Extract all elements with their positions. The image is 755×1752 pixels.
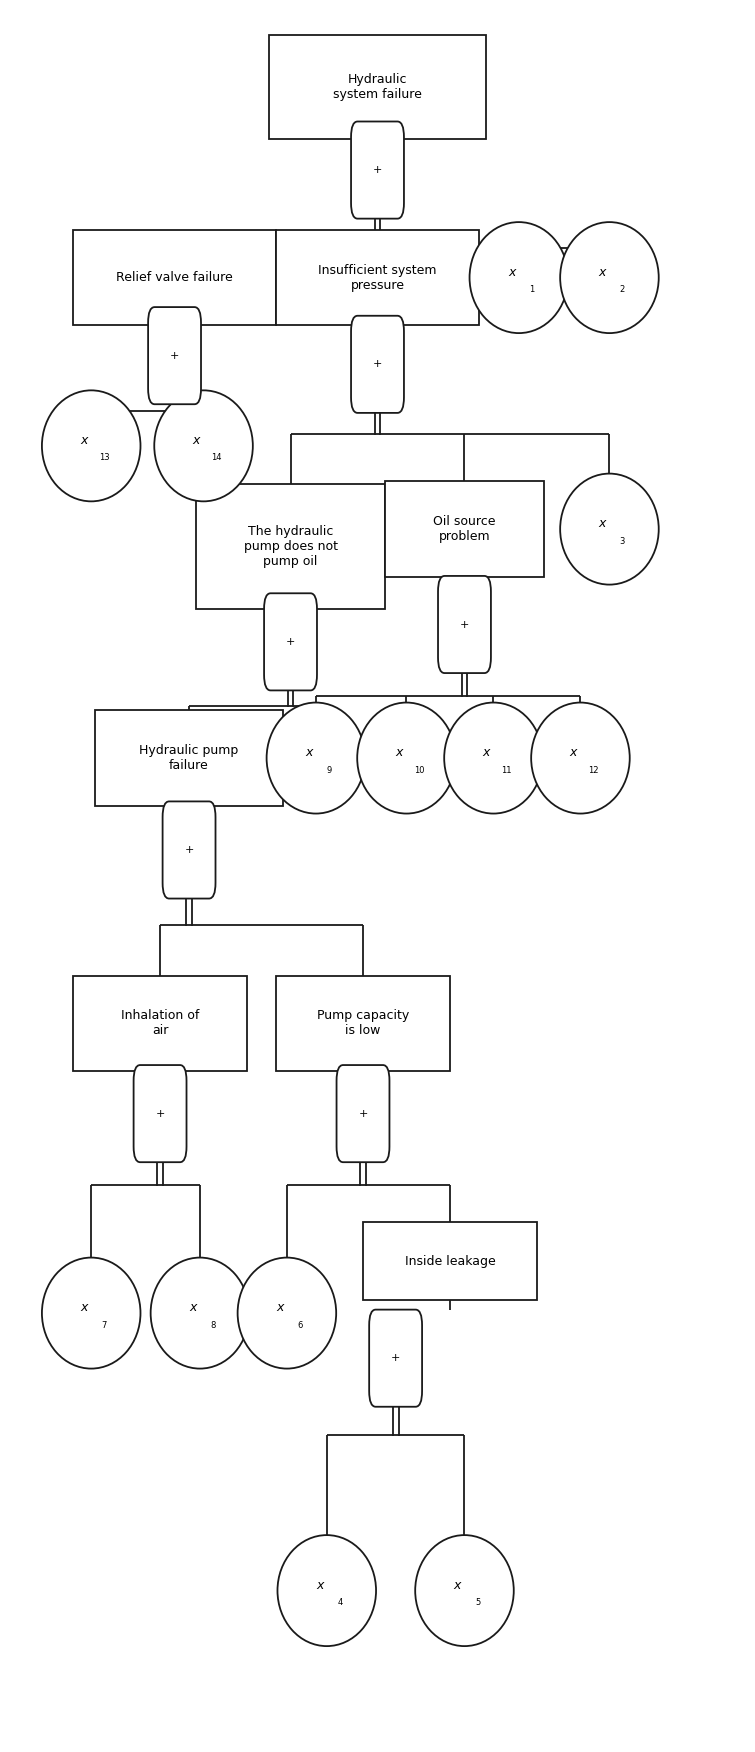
Text: x: x (316, 1579, 323, 1593)
FancyBboxPatch shape (134, 1065, 186, 1162)
Text: x: x (305, 746, 313, 759)
Text: Insufficient system
pressure: Insufficient system pressure (319, 263, 436, 291)
Ellipse shape (470, 223, 568, 333)
Text: 8: 8 (211, 1321, 216, 1330)
Text: 12: 12 (588, 766, 599, 774)
FancyBboxPatch shape (351, 121, 404, 219)
FancyBboxPatch shape (95, 710, 283, 806)
Text: x: x (599, 517, 606, 531)
FancyBboxPatch shape (276, 976, 450, 1070)
Text: x: x (599, 266, 606, 279)
Text: x: x (80, 434, 88, 447)
Text: 5: 5 (475, 1598, 480, 1607)
Ellipse shape (415, 1535, 513, 1647)
Ellipse shape (532, 703, 630, 813)
Text: 14: 14 (211, 454, 222, 463)
Ellipse shape (42, 391, 140, 501)
Text: Relief valve failure: Relief valve failure (116, 272, 233, 284)
FancyBboxPatch shape (276, 230, 479, 326)
Text: +: + (359, 1109, 368, 1118)
Text: 2: 2 (620, 286, 625, 294)
Ellipse shape (357, 703, 456, 813)
Text: +: + (460, 620, 469, 629)
Ellipse shape (278, 1535, 376, 1647)
Text: 6: 6 (297, 1321, 303, 1330)
Text: 13: 13 (99, 454, 109, 463)
Text: Hydraulic pump
failure: Hydraulic pump failure (140, 745, 239, 773)
Text: 7: 7 (102, 1321, 107, 1330)
Text: x: x (396, 746, 403, 759)
FancyBboxPatch shape (363, 1223, 537, 1300)
Text: x: x (482, 746, 490, 759)
FancyBboxPatch shape (351, 315, 404, 413)
Text: 4: 4 (337, 1598, 343, 1607)
Ellipse shape (560, 473, 658, 585)
Text: 10: 10 (414, 766, 425, 774)
Ellipse shape (560, 223, 658, 333)
FancyBboxPatch shape (269, 35, 486, 138)
Ellipse shape (267, 703, 365, 813)
Text: x: x (569, 746, 577, 759)
Text: +: + (170, 350, 179, 361)
Text: +: + (156, 1109, 165, 1118)
Text: Pump capacity
is low: Pump capacity is low (317, 1009, 409, 1037)
Text: Hydraulic
system failure: Hydraulic system failure (333, 74, 422, 102)
FancyBboxPatch shape (385, 482, 544, 576)
Text: 11: 11 (501, 766, 512, 774)
Text: +: + (391, 1353, 400, 1363)
FancyBboxPatch shape (337, 1065, 390, 1162)
FancyBboxPatch shape (148, 307, 201, 405)
FancyBboxPatch shape (73, 976, 247, 1070)
FancyBboxPatch shape (73, 230, 276, 326)
Text: +: + (184, 844, 194, 855)
FancyBboxPatch shape (369, 1310, 422, 1407)
FancyBboxPatch shape (438, 576, 491, 673)
Ellipse shape (444, 703, 543, 813)
Text: x: x (80, 1302, 88, 1314)
Text: Inside leakage: Inside leakage (405, 1254, 495, 1267)
Text: x: x (189, 1302, 196, 1314)
Ellipse shape (154, 391, 253, 501)
Ellipse shape (151, 1258, 249, 1368)
Text: x: x (193, 434, 200, 447)
Text: x: x (508, 266, 515, 279)
Ellipse shape (238, 1258, 336, 1368)
Text: 9: 9 (326, 766, 331, 774)
Text: Inhalation of
air: Inhalation of air (121, 1009, 199, 1037)
Text: +: + (286, 636, 295, 646)
Text: x: x (276, 1302, 283, 1314)
Ellipse shape (42, 1258, 140, 1368)
Text: +: + (373, 359, 382, 370)
Text: Oil source
problem: Oil source problem (433, 515, 496, 543)
FancyBboxPatch shape (196, 484, 385, 610)
Text: 3: 3 (620, 536, 625, 545)
Text: x: x (454, 1579, 461, 1593)
FancyBboxPatch shape (264, 594, 317, 690)
Text: +: + (373, 165, 382, 175)
FancyBboxPatch shape (162, 801, 215, 899)
Text: The hydraulic
pump does not
pump oil: The hydraulic pump does not pump oil (244, 526, 337, 568)
Text: 1: 1 (529, 286, 535, 294)
